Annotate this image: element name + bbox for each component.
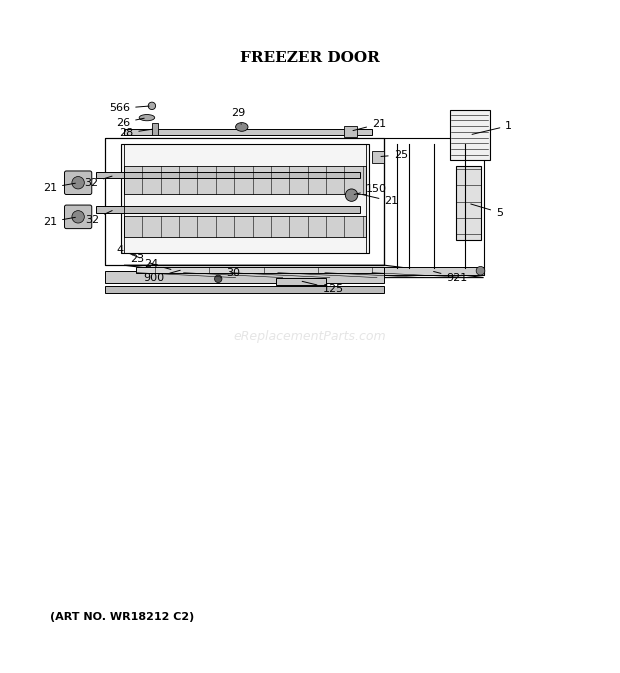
Polygon shape [105,285,384,293]
Polygon shape [96,172,360,178]
Text: 5: 5 [471,204,503,217]
Text: 24: 24 [144,259,171,269]
Text: 28: 28 [119,128,153,138]
Polygon shape [105,271,384,283]
Text: 900: 900 [143,271,180,283]
Text: 4: 4 [117,245,140,258]
Text: 30: 30 [221,268,241,278]
Polygon shape [456,166,480,240]
Circle shape [148,102,156,110]
Ellipse shape [236,122,248,131]
Polygon shape [124,215,366,238]
Text: 26: 26 [116,118,144,128]
Text: 1: 1 [472,120,512,135]
Text: 32: 32 [84,176,112,188]
Text: (ART NO. WR18212 C2): (ART NO. WR18212 C2) [50,612,194,622]
Polygon shape [124,265,484,277]
Text: 921: 921 [433,271,467,283]
Polygon shape [152,122,158,135]
FancyBboxPatch shape [64,205,92,229]
Circle shape [215,275,222,283]
Text: 125: 125 [302,281,343,293]
Text: 21: 21 [43,217,76,227]
Polygon shape [121,144,369,253]
Text: 23: 23 [130,254,159,266]
Text: 32: 32 [85,211,112,225]
Ellipse shape [139,114,155,120]
Circle shape [72,176,84,189]
Text: 29: 29 [232,108,246,125]
Polygon shape [344,126,356,137]
Circle shape [345,189,358,201]
Polygon shape [276,277,326,285]
Polygon shape [124,129,372,135]
Text: 150: 150 [354,184,387,194]
Circle shape [476,267,485,275]
Text: FREEZER DOOR: FREEZER DOOR [240,51,380,65]
Polygon shape [384,267,484,275]
Text: 21: 21 [43,182,76,192]
Text: eReplacementParts.com: eReplacementParts.com [234,330,386,343]
Polygon shape [124,166,366,194]
Text: 566: 566 [109,104,149,113]
FancyBboxPatch shape [64,171,92,194]
Text: 21: 21 [353,119,386,131]
Text: 21: 21 [362,194,399,207]
Polygon shape [450,110,490,160]
Polygon shape [372,151,384,163]
Polygon shape [96,207,360,213]
Text: 25: 25 [381,150,408,160]
Polygon shape [136,267,384,273]
Circle shape [72,211,84,223]
